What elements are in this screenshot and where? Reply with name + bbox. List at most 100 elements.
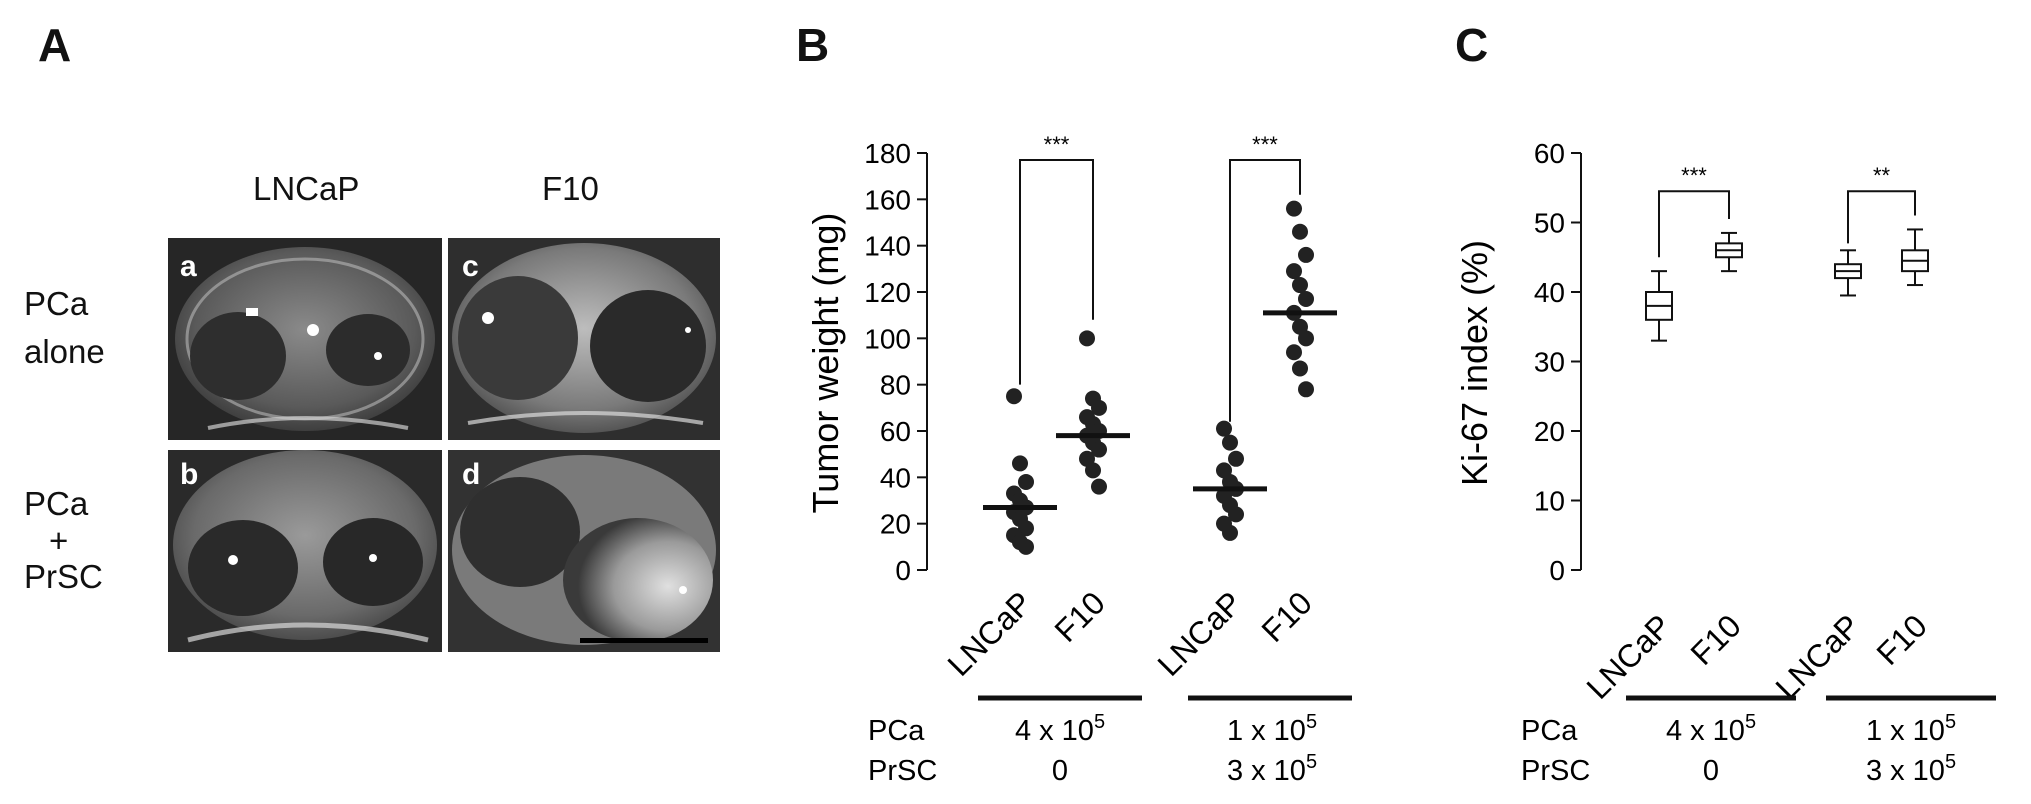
row-label-pca-prsc-line2: + xyxy=(49,522,69,559)
data-point xyxy=(1286,344,1302,361)
y-tick-label: 20 xyxy=(880,509,911,540)
scale-bar xyxy=(580,638,708,643)
significance-brackets: *** ** xyxy=(1658,163,1916,258)
x-tick-label: F10 xyxy=(1255,584,1319,648)
significance-label: *** xyxy=(1252,132,1278,157)
sublabel-c: c xyxy=(462,250,479,283)
y-tick-label: 60 xyxy=(1534,138,1565,169)
y-axis: 0 20 40 60 80 100 120 140 160 180 xyxy=(864,138,928,586)
data-point xyxy=(1091,441,1107,458)
conditions-table: PCa PrSC 4 x 105 0 1 x 105 3 x 105 xyxy=(868,695,1352,787)
data-point xyxy=(1091,399,1107,416)
row-label-prsc: PrSC xyxy=(868,755,937,787)
photo-c xyxy=(448,238,720,440)
data-point xyxy=(1216,420,1232,437)
y-tick-label: 100 xyxy=(864,323,911,354)
data-point xyxy=(1286,263,1302,280)
y-tick-label: 60 xyxy=(880,416,911,447)
data-point xyxy=(1012,455,1028,472)
x-tick-label: LNCaP xyxy=(1580,607,1678,705)
x-tick-label: LNCaP xyxy=(1151,584,1249,682)
prsc-amount: 3 x 105 xyxy=(1866,751,1956,787)
x-tick-label: F10 xyxy=(1048,584,1112,648)
significance-bracket xyxy=(1658,190,1730,258)
y-tick-label: 30 xyxy=(1534,347,1565,378)
data-point xyxy=(1006,388,1022,405)
row-label-pca-prsc-line3: PrSC xyxy=(24,558,103,595)
y-axis: 0 10 20 30 40 50 60 xyxy=(1534,138,1582,586)
pca-amount: 1 x 105 xyxy=(1866,711,1956,747)
data-point xyxy=(1079,330,1095,347)
x-tick-label: LNCaP xyxy=(941,584,1039,682)
column-label-f10: F10 xyxy=(542,170,599,207)
y-tick-label: 40 xyxy=(880,462,911,493)
data-point xyxy=(1298,246,1314,263)
row-label-pca-alone-line1: PCa xyxy=(24,285,89,322)
significance-label: *** xyxy=(1681,163,1707,188)
photo-b xyxy=(168,450,442,652)
x-tick-label: F10 xyxy=(1684,607,1748,671)
row-label-pca: PCa xyxy=(868,715,925,747)
data-point xyxy=(1018,538,1034,555)
photo-a xyxy=(168,238,442,440)
box-plots xyxy=(1645,228,1929,342)
pca-amount: 4 x 105 xyxy=(1015,711,1105,747)
data-point xyxy=(1298,381,1314,398)
sublabel-d: d xyxy=(462,458,481,491)
panel-c-letter: C xyxy=(1455,19,1489,71)
tumor-weight-chart: Tumor weight (mg) 0 20 40 60 80 100 120 140 160 1… xyxy=(805,132,1352,787)
y-tick-label: 40 xyxy=(1534,277,1565,308)
data-point xyxy=(1298,330,1314,347)
pca-amount: 4 x 105 xyxy=(1666,711,1756,747)
y-axis-label: Ki-67 index (%) xyxy=(1454,240,1495,486)
row-label-pca-prsc-line1: PCa xyxy=(24,485,89,522)
data-point xyxy=(1018,473,1034,490)
row-label-pca: PCa xyxy=(1521,715,1578,747)
y-tick-label: 80 xyxy=(880,370,911,401)
y-tick-label: 50 xyxy=(1534,208,1565,239)
data-points xyxy=(983,200,1337,555)
data-point xyxy=(1292,223,1308,240)
x-axis-labels: LNCaP F10 LNCaP F10 xyxy=(941,584,1319,682)
y-tick-label: 0 xyxy=(1549,555,1565,586)
significance-label: *** xyxy=(1044,132,1070,157)
prsc-amount: 0 xyxy=(1052,755,1068,787)
panel-b-letter: B xyxy=(796,19,830,71)
prsc-amount: 0 xyxy=(1703,755,1719,787)
data-point xyxy=(1091,478,1107,495)
row-label-prsc: PrSC xyxy=(1521,755,1590,787)
data-point xyxy=(1286,200,1302,217)
y-tick-label: 160 xyxy=(864,184,911,215)
significance-brackets: *** *** xyxy=(1019,132,1301,422)
y-tick-label: 10 xyxy=(1534,486,1565,517)
y-tick-label: 120 xyxy=(864,277,911,308)
significance-label: ** xyxy=(1873,163,1891,188)
sublabel-b: b xyxy=(180,458,199,491)
sublabel-a: a xyxy=(180,250,197,283)
data-point xyxy=(1292,360,1308,377)
significance-bracket xyxy=(1019,158,1094,385)
data-point xyxy=(1292,277,1308,294)
conditions-table: PCa PrSC 4 x 105 0 1 x 105 3 x 105 xyxy=(1521,695,1996,787)
y-axis-label: Tumor weight (mg) xyxy=(805,213,846,514)
data-point xyxy=(1228,506,1244,523)
data-point xyxy=(1222,524,1238,541)
x-axis-labels: LNCaP F10 LNCaP F10 xyxy=(1580,607,1934,705)
pca-amount: 1 x 105 xyxy=(1227,711,1317,747)
data-point xyxy=(1228,450,1244,467)
y-tick-label: 20 xyxy=(1534,416,1565,447)
photo-d xyxy=(448,450,720,652)
prsc-amount: 3 x 105 xyxy=(1227,751,1317,787)
data-point xyxy=(1018,520,1034,537)
significance-bracket xyxy=(1229,158,1301,422)
column-label-lncap: LNCaP xyxy=(253,170,360,207)
y-tick-label: 0 xyxy=(895,555,911,586)
data-point xyxy=(1222,434,1238,451)
x-tick-label: LNCaP xyxy=(1769,607,1867,705)
y-tick-label: 140 xyxy=(864,231,911,262)
x-tick-label: F10 xyxy=(1870,607,1934,671)
data-point xyxy=(1085,462,1101,479)
data-point xyxy=(1298,290,1314,307)
significance-bracket xyxy=(1847,190,1916,244)
